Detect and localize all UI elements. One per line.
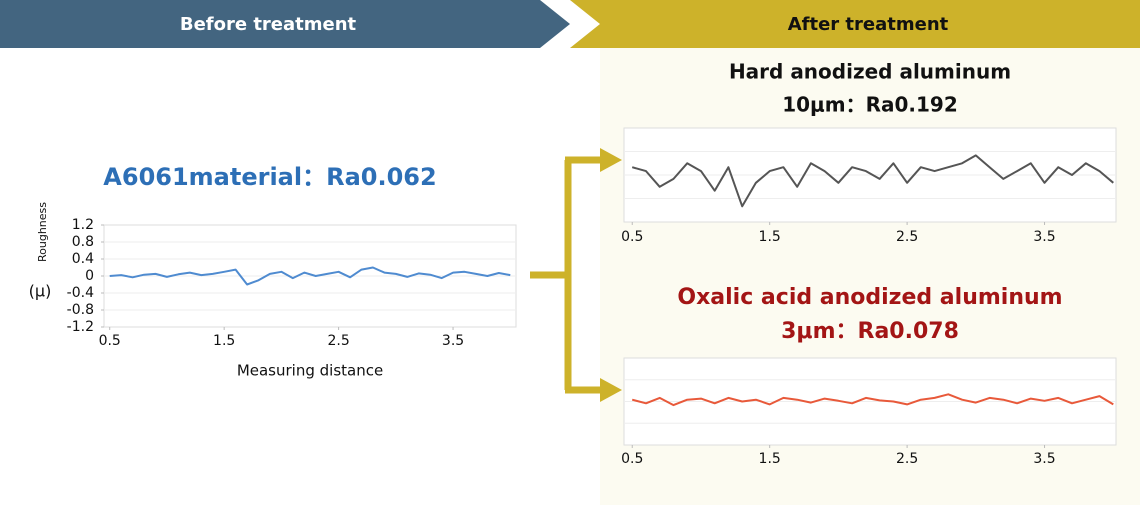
x-tick-label: 1.5 [213,333,235,349]
roughness-line [631,154,1114,208]
y-axis-label: Roughness [36,202,49,262]
x-tick-label: 2.5 [327,333,349,349]
before-banner [0,0,570,48]
roughness-line [631,393,1114,407]
chart-title: Oxalic acid anodized aluminum [677,285,1062,310]
connector [530,156,602,394]
y-tick-label: -1.2 [67,319,94,335]
x-axis-label: Measuring distance [237,362,383,380]
chart-title: Hard anodized aluminum [729,60,1011,84]
chart-subtitle: 10μm：Ra0.192 [782,93,958,117]
charts: A6061material：Ra0.062 1.20.80.40-0.4-0.8-… [29,60,1117,467]
roughness-line [109,266,511,286]
x-tick-label: 3.5 [1033,451,1055,467]
x-tick-label: 2.5 [896,229,918,245]
y-tick-label: -0.4 [67,285,94,301]
arrow-head [600,378,622,402]
before-label: Before treatment [180,14,357,35]
after-label: After treatment [788,14,949,35]
arrow-head [600,148,622,172]
y-tick-label: 0 [85,268,94,284]
x-tick-label: 0.5 [99,333,121,349]
x-tick-label: 3.5 [1033,229,1055,245]
x-tick-label: 2.5 [896,451,918,467]
y-tick-label: 0.8 [72,234,94,250]
x-tick-label: 1.5 [759,451,781,467]
chart-subtitle: 3μm：Ra0.078 [781,319,959,344]
y-unit: (μ) [29,282,52,301]
y-tick-label: -0.8 [67,302,94,318]
y-tick-label: 0.4 [72,251,94,267]
x-tick-label: 3.5 [442,333,464,349]
x-tick-label: 0.5 [621,229,643,245]
x-tick-label: 0.5 [621,451,643,467]
after-banner [570,0,1140,48]
chart-title: A6061material：Ra0.062 [103,163,436,191]
x-tick-label: 1.5 [759,229,781,245]
y-tick-label: 1.2 [72,217,94,233]
